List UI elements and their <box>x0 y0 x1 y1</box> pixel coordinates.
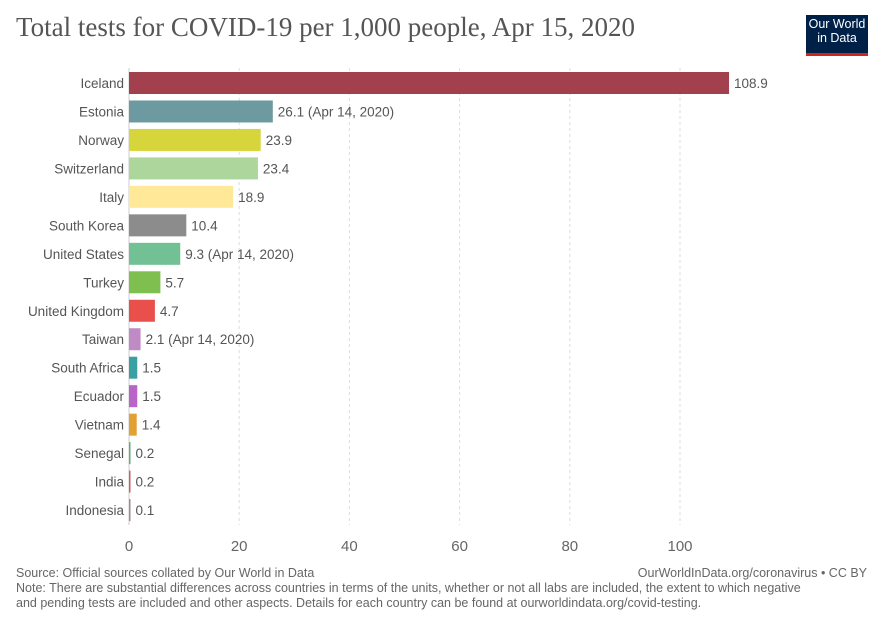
chart-title: Total tests for COVID-19 per 1,000 peopl… <box>16 12 636 42</box>
category-label: Switzerland <box>54 161 124 176</box>
data-label: 1.5 <box>142 361 161 376</box>
bar-taiwan <box>129 328 141 351</box>
category-label: Iceland <box>80 76 124 91</box>
bar-vietnam <box>129 413 137 436</box>
x-tick-label: 0 <box>125 538 133 555</box>
category-label: India <box>95 475 125 490</box>
data-label: 23.9 <box>266 133 292 148</box>
category-label: Ecuador <box>74 389 125 404</box>
bar-south-korea <box>129 214 187 237</box>
logo-line2: in Data <box>817 31 857 45</box>
bar-chart: 0 20 40 60 80 100 Iceland 108.9 Estonia 26.1 (Apr… <box>28 68 768 555</box>
data-label: 18.9 <box>238 190 264 205</box>
data-label: 2.1 (Apr 14, 2020) <box>146 332 255 347</box>
category-label: South Africa <box>51 361 124 376</box>
category-label: United States <box>43 247 124 262</box>
bar-indonesia <box>129 499 131 522</box>
data-label: 0.2 <box>136 475 155 490</box>
note-line-2: and pending tests are included and other… <box>16 596 702 610</box>
x-tick-label: 80 <box>561 538 578 555</box>
data-label: 0.2 <box>136 446 155 461</box>
x-tick-label: 20 <box>231 538 248 555</box>
category-label: United Kingdom <box>28 304 124 319</box>
category-label: Turkey <box>83 275 124 290</box>
bar-turkey <box>129 271 161 294</box>
category-label: Vietnam <box>75 418 124 433</box>
data-label: 23.4 <box>263 161 290 176</box>
data-label: 108.9 <box>734 76 768 91</box>
bar-senegal <box>129 442 131 465</box>
logo-line1: Our World <box>808 17 866 31</box>
category-label: Senegal <box>74 446 124 461</box>
category-label: Estonia <box>79 104 125 119</box>
data-label: 1.4 <box>142 418 161 433</box>
owid-logo[interactable]: Our World in Data <box>806 15 868 56</box>
data-label: 26.1 (Apr 14, 2020) <box>278 104 394 119</box>
bar-india <box>129 470 131 493</box>
category-label: South Korea <box>49 218 125 233</box>
bar-iceland <box>129 72 730 94</box>
bar-norway <box>129 128 261 151</box>
bar-estonia <box>129 100 273 123</box>
bar-united-states <box>129 242 181 265</box>
data-label: 1.5 <box>142 389 161 404</box>
bar-switzerland <box>129 157 258 180</box>
source-url[interactable]: OurWorldInData.org/coronavirus • CC BY <box>637 566 867 580</box>
x-tick-label: 100 <box>667 538 692 555</box>
category-label: Norway <box>78 133 124 148</box>
data-label: 10.4 <box>191 218 218 233</box>
category-label: Indonesia <box>65 503 124 518</box>
category-label: Italy <box>99 190 124 205</box>
bar-ecuador <box>129 385 138 408</box>
category-label: Taiwan <box>82 332 124 347</box>
data-label: 9.3 (Apr 14, 2020) <box>185 247 294 262</box>
bar-south-africa <box>129 356 138 379</box>
x-tick-label: 40 <box>341 538 358 555</box>
x-tick-label: 60 <box>451 538 468 555</box>
bar-united-kingdom <box>129 299 155 322</box>
note-line-1: Note: There are substantial differences … <box>16 581 801 595</box>
data-label: 5.7 <box>165 275 184 290</box>
bar-italy <box>129 185 234 208</box>
data-label: 0.1 <box>136 503 155 518</box>
source-text: Source: Official sources collated by Our… <box>16 566 315 580</box>
data-label: 4.7 <box>160 304 179 319</box>
